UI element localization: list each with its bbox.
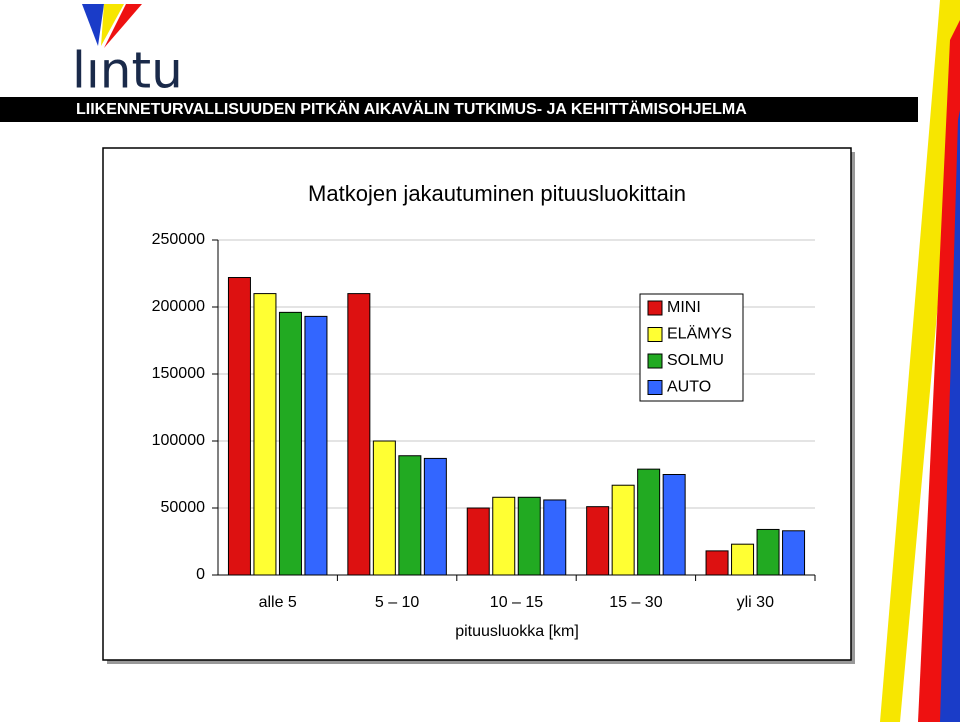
x-tick-label: alle 5 <box>259 594 297 611</box>
y-tick-label: 100000 <box>152 432 205 449</box>
bar <box>611 484 635 576</box>
logo-shape <box>104 4 142 48</box>
y-tick-label: 0 <box>196 566 205 583</box>
bar <box>278 311 302 576</box>
logo-text: lıntu <box>72 42 183 100</box>
x-tick-label: 5 – 10 <box>375 594 420 611</box>
bar <box>372 440 396 576</box>
bar <box>304 315 328 576</box>
legend-label: MINI <box>667 299 701 316</box>
legend-swatch <box>647 380 663 395</box>
legend-swatch <box>647 327 663 342</box>
logo-shape <box>82 4 104 46</box>
bar <box>705 550 729 576</box>
banner-text: LIIKENNETURVALLISUUDEN PITKÄN AIKAVÄLIN … <box>76 100 747 118</box>
y-tick-label: 200000 <box>152 298 205 315</box>
decor-stripe <box>940 110 960 722</box>
y-tick-label: 150000 <box>152 365 205 382</box>
legend-label: SOLMU <box>667 352 724 369</box>
banner <box>0 97 918 122</box>
x-tick-label: 10 – 15 <box>490 594 543 611</box>
legend-swatch <box>647 300 663 316</box>
bar <box>756 528 780 576</box>
x-tick-label: 15 – 30 <box>609 594 662 611</box>
bar <box>253 293 277 576</box>
bar <box>517 496 541 576</box>
chart-frame <box>102 147 852 661</box>
bar <box>662 474 686 576</box>
chart-title: Matkojen jakautuminen pituusluokittain <box>308 181 686 206</box>
bar <box>492 496 516 576</box>
y-tick-label: 250000 <box>152 231 205 248</box>
legend-label: AUTO <box>667 379 711 396</box>
logo-shape <box>101 4 124 46</box>
bar <box>466 507 490 576</box>
y-tick-label: 50000 <box>161 499 206 516</box>
bar <box>347 293 371 576</box>
bar <box>543 499 567 576</box>
bar <box>637 468 661 576</box>
bar <box>398 455 422 576</box>
x-tick-label: yli 30 <box>737 594 774 611</box>
x-axis-label: pituusluokka [km] <box>455 623 579 640</box>
decor-stripe <box>880 0 960 722</box>
legend-swatch <box>647 353 663 369</box>
bar <box>586 506 610 576</box>
bar <box>782 530 806 576</box>
bar <box>731 543 755 576</box>
legend-label: ELÄMYS <box>667 325 732 343</box>
bar <box>227 277 251 576</box>
bar <box>423 457 447 576</box>
